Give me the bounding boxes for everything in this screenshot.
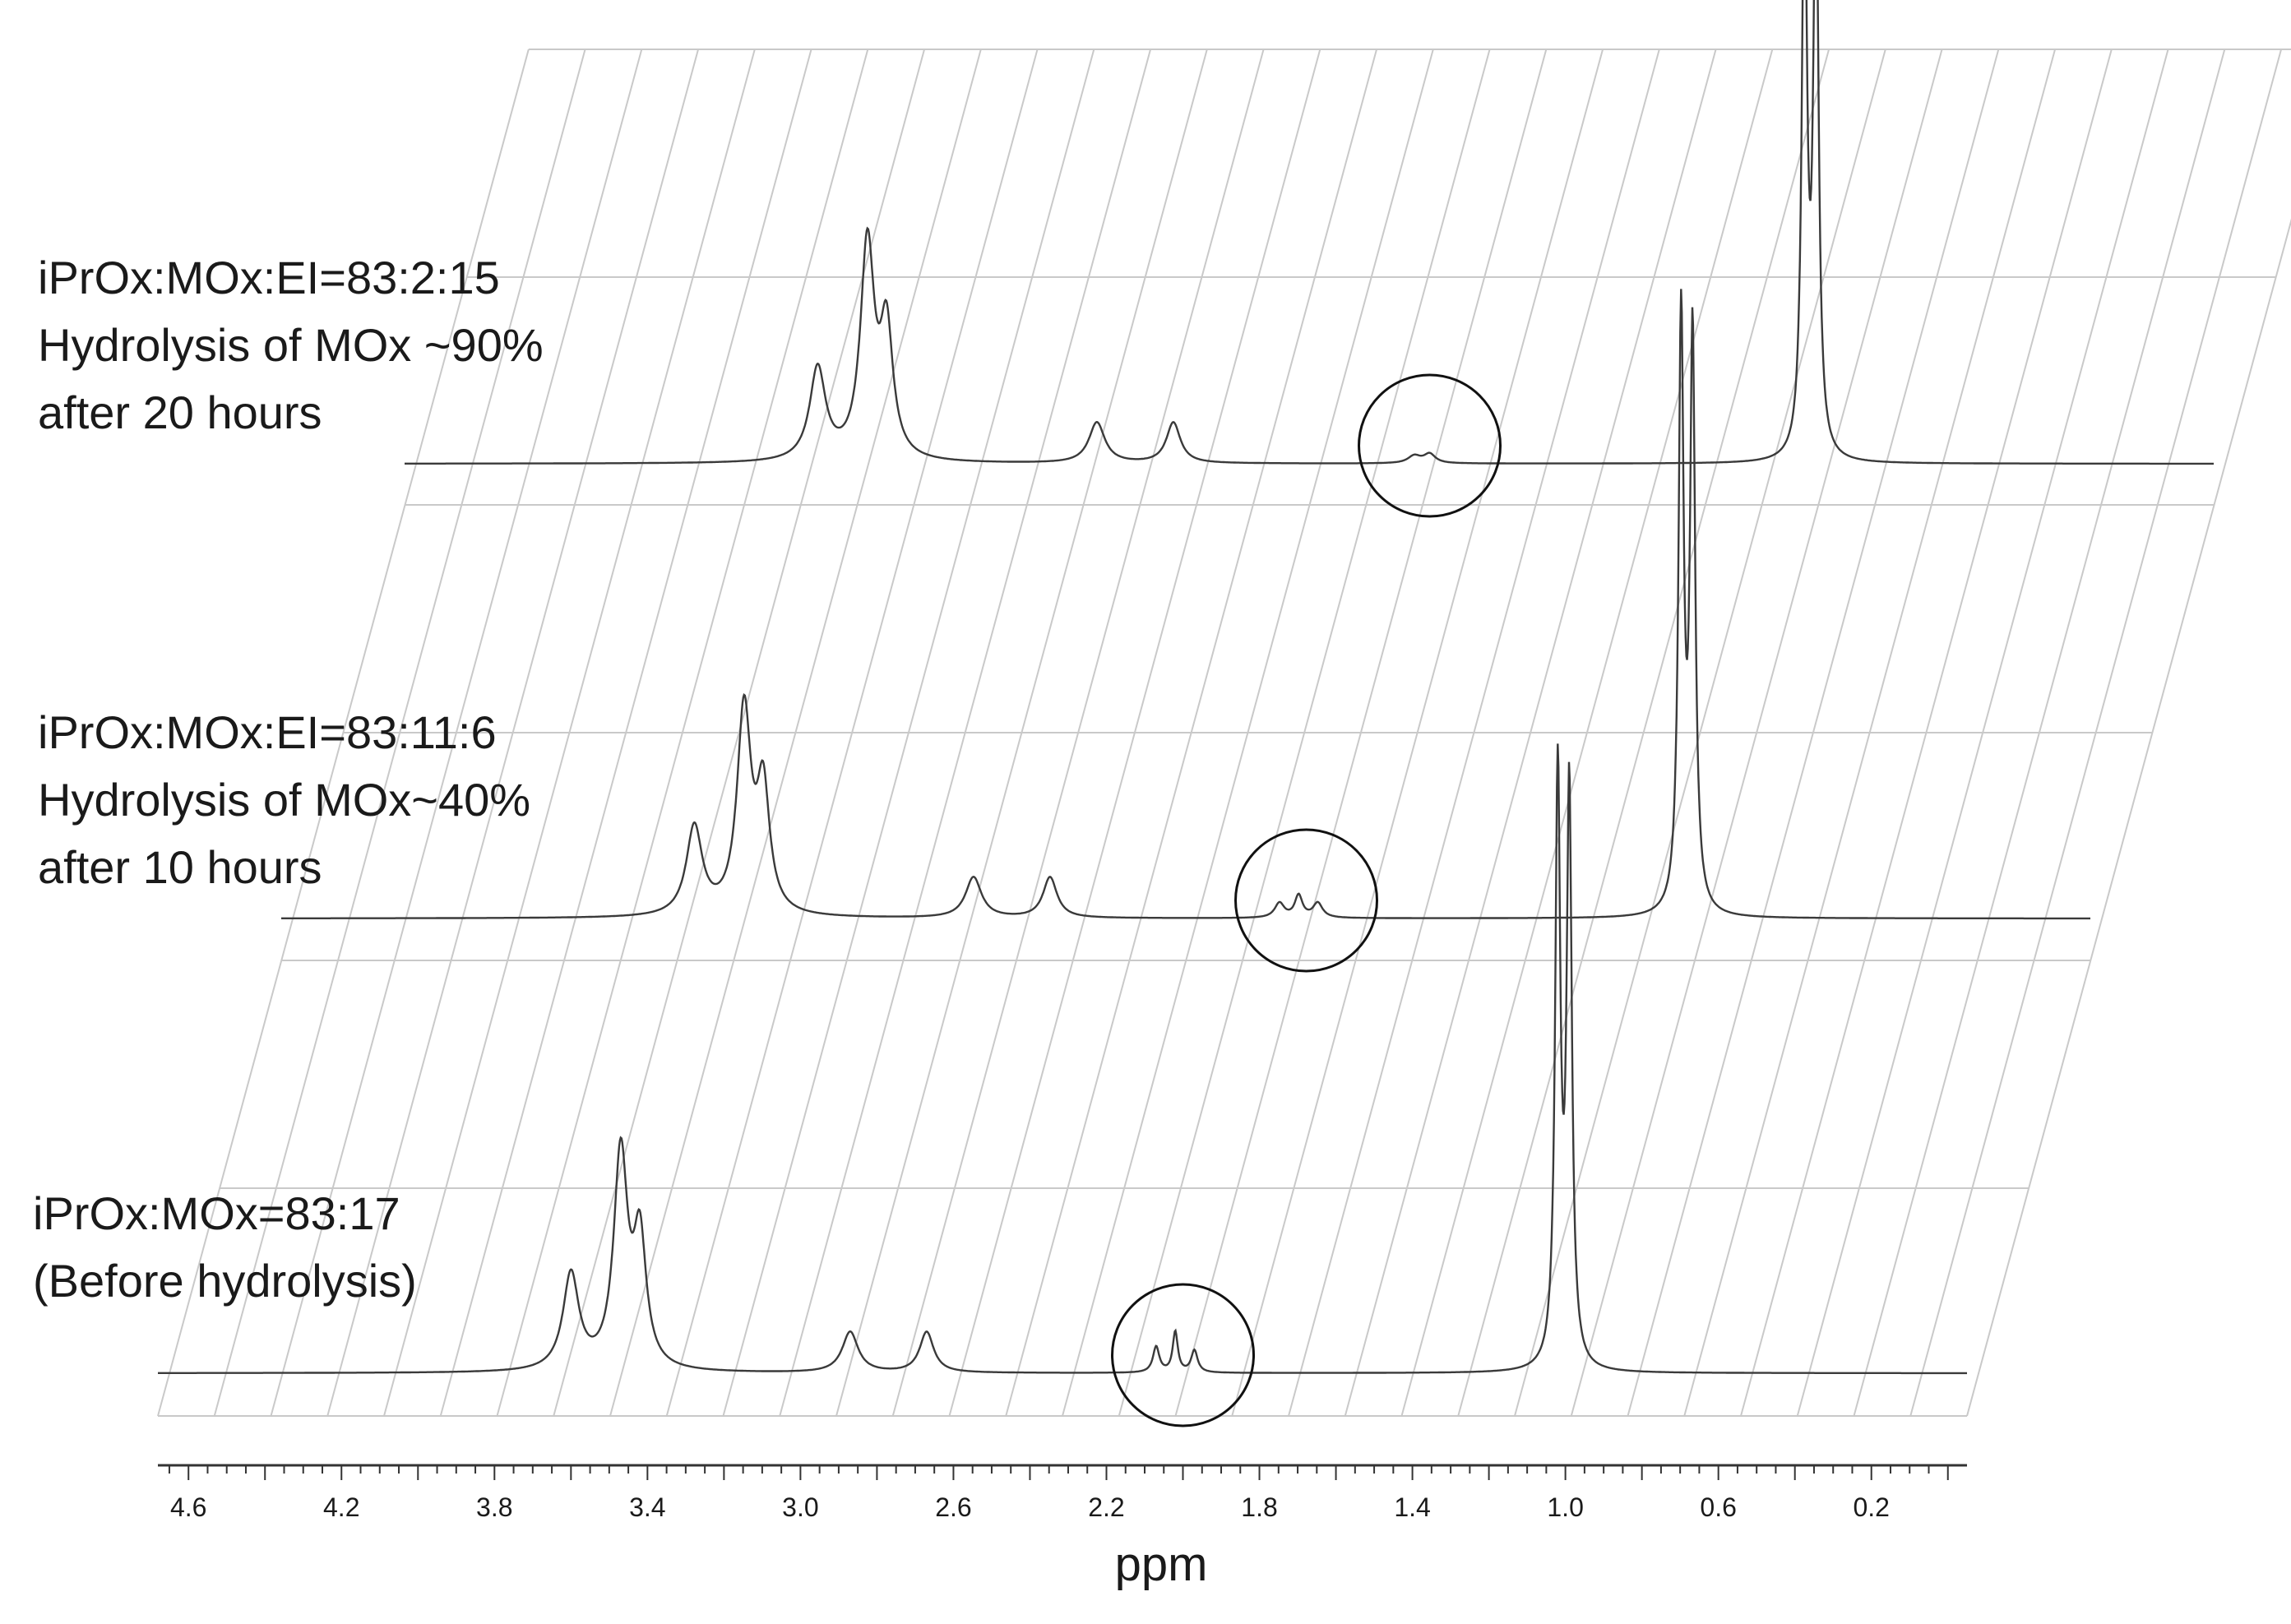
highlight-circle-3 — [1358, 373, 1502, 518]
series-label-1-line-2: (Before hydrolysis) — [33, 1255, 417, 1307]
x-tick-label: 0.6 — [1700, 1492, 1736, 1522]
x-tick-label: 0.2 — [1853, 1492, 1889, 1522]
ppm-axis: ppm 4.6 4.2 3.8 3.4 3.0 2.6 2.2 1.8 1.4 1.0 0.6 0.2 — [158, 1464, 1967, 1591]
highlight-circle-1 — [1111, 1283, 1256, 1427]
highlight-circle-2 — [1234, 828, 1379, 973]
x-tick-label: 2.2 — [1088, 1492, 1124, 1522]
x-tick-label: 1.4 — [1394, 1492, 1430, 1522]
spectrum-line-1 — [158, 743, 1967, 1375]
spectrum-line-2 — [281, 289, 2090, 920]
series-label-3-line-1: iPrOx:MOx:EI=83:2:15 — [38, 252, 500, 303]
x-tick-label: 3.8 — [476, 1492, 512, 1522]
x-tick-label: 1.0 — [1547, 1492, 1583, 1522]
x-tick-label: 3.4 — [629, 1492, 665, 1522]
x-tick-label: 4.2 — [323, 1492, 359, 1522]
spectrum-line-3 — [405, 0, 2214, 465]
annotations — [1111, 373, 1502, 1427]
series-label-3-line-3: after 20 hours — [38, 386, 322, 438]
series-label-2-line-2: Hydrolysis of MOx~40% — [38, 774, 530, 826]
series-labels: iPrOx:MOx=83:17 (Before hydrolysis) iPrOx:… — [33, 252, 544, 1307]
series-label-1-line-1: iPrOx:MOx=83:17 — [33, 1187, 400, 1239]
x-tick-label: 1.8 — [1241, 1492, 1277, 1522]
spectra — [158, 0, 2214, 1375]
series-label-2-line-3: after 10 hours — [38, 841, 322, 893]
x-tick-label: 3.0 — [782, 1492, 818, 1522]
series-label-2-line-1: iPrOx:MOx:EI=83:11:6 — [38, 706, 497, 758]
x-tick-label: 2.6 — [935, 1492, 971, 1522]
series-label-3-line-2: Hydrolysis of MOx ~90% — [38, 319, 544, 371]
x-axis-title: ppm — [1115, 1538, 1208, 1591]
oblique-grid — [157, 49, 2291, 1417]
x-tick-label: 4.6 — [170, 1492, 206, 1522]
